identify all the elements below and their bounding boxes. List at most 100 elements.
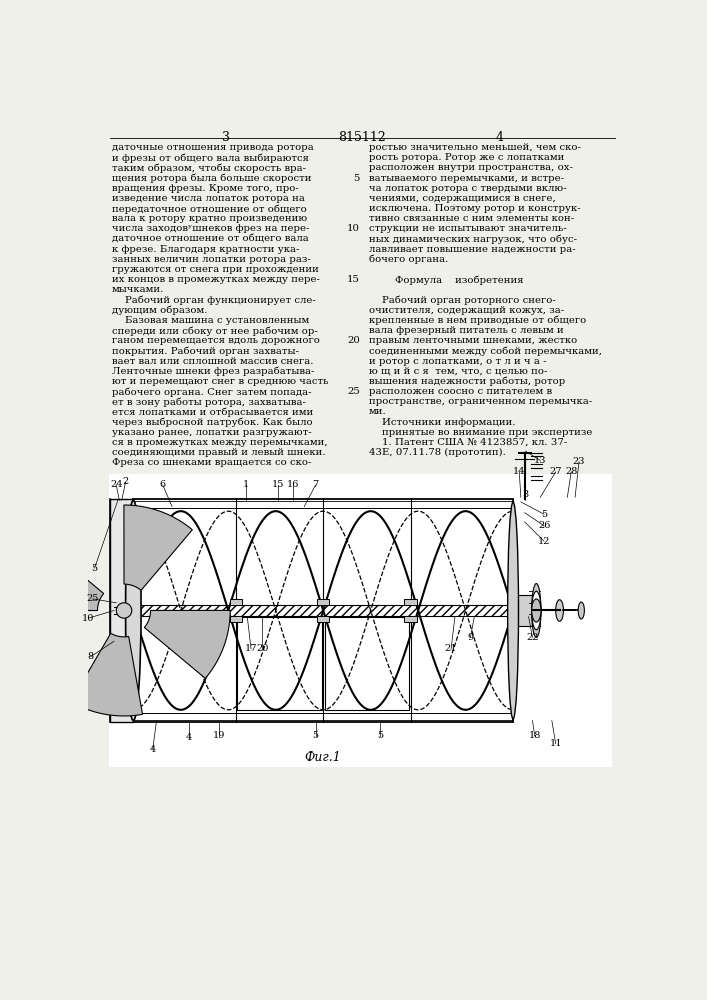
Text: гружаются от снега при прохождении: гружаются от снега при прохождении xyxy=(112,265,318,274)
Text: покрытия. Рабочий орган захваты-: покрытия. Рабочий орган захваты- xyxy=(112,346,298,356)
Text: 18: 18 xyxy=(529,732,541,740)
Polygon shape xyxy=(144,610,230,678)
Text: 6: 6 xyxy=(160,480,166,489)
Text: чениями, содержащимися в снеге,: чениями, содержащимися в снеге, xyxy=(369,194,556,203)
Text: 28: 28 xyxy=(565,467,578,476)
Text: бочего органа.: бочего органа. xyxy=(369,255,448,264)
Text: 43Е, 07.11.78 (прототип).: 43Е, 07.11.78 (прототип). xyxy=(369,448,506,457)
Text: 13: 13 xyxy=(534,456,547,465)
Text: 5: 5 xyxy=(91,564,98,573)
Ellipse shape xyxy=(578,602,585,619)
Text: 12: 12 xyxy=(538,537,550,546)
Text: 20: 20 xyxy=(256,644,269,653)
Text: Базовая машина с установленным: Базовая машина с установленным xyxy=(112,316,309,325)
Text: 25: 25 xyxy=(347,387,360,396)
Text: вала к ротору кратно произведению: вала к ротору кратно произведению xyxy=(112,214,307,223)
Text: пространстве, ограниченном перемычка-: пространстве, ограниченном перемычка- xyxy=(369,397,592,406)
Bar xyxy=(134,499,513,722)
Bar xyxy=(230,616,242,622)
Text: 5: 5 xyxy=(312,732,319,740)
Text: занных величин лопатки ротора раз-: занных величин лопатки ротора раз- xyxy=(112,255,310,264)
Text: 5: 5 xyxy=(541,510,547,519)
Text: ю щ и й с я  тем, что, с целью по-: ю щ и й с я тем, что, с целью по- xyxy=(369,367,547,376)
Text: лавливает повышение надежности ра-: лавливает повышение надежности ра- xyxy=(369,245,575,254)
Text: 17: 17 xyxy=(245,644,257,653)
Text: 5: 5 xyxy=(354,174,360,183)
Text: вращения фрезы. Кроме того, про-: вращения фрезы. Кроме того, про- xyxy=(112,184,298,193)
Text: 16: 16 xyxy=(286,480,299,489)
Text: вышения надежности работы, ротор: вышения надежности работы, ротор xyxy=(369,377,565,386)
Text: мычками.: мычками. xyxy=(112,285,164,294)
Text: 24: 24 xyxy=(110,480,122,489)
Text: 4: 4 xyxy=(495,131,503,144)
Text: ся в промежутках между перемычками,: ся в промежутках между перемычками, xyxy=(112,438,327,447)
Text: Фреза со шнеками вращается со ско-: Фреза со шнеками вращается со ско- xyxy=(112,458,311,467)
Text: 26: 26 xyxy=(538,521,550,530)
Text: щения ротора была больше скорости: щения ротора была больше скорости xyxy=(112,174,311,183)
Text: ми.: ми. xyxy=(369,407,387,416)
Text: к фрезе. Благодаря кратности ука-: к фрезе. Благодаря кратности ука- xyxy=(112,245,299,254)
Text: 21: 21 xyxy=(445,644,457,653)
Text: 3: 3 xyxy=(221,131,230,144)
Bar xyxy=(317,616,329,622)
Bar xyxy=(134,605,513,616)
Bar xyxy=(238,617,322,710)
Text: 22: 22 xyxy=(526,633,539,642)
Text: даточные отношения привода ротора: даточные отношения привода ротора xyxy=(112,143,313,152)
Text: 20: 20 xyxy=(347,336,360,345)
Text: Рабочий орган роторного снего-: Рабочий орган роторного снего- xyxy=(369,296,556,305)
Text: ет в зону работы ротора, захватыва-: ет в зону работы ротора, захватыва- xyxy=(112,397,305,407)
Text: очистителя, содержащий кожух, за-: очистителя, содержащий кожух, за- xyxy=(369,306,564,315)
Polygon shape xyxy=(124,505,192,590)
Text: указано ранее, лопатки разгружают-: указано ранее, лопатки разгружают- xyxy=(112,428,311,437)
Text: Фиг.1: Фиг.1 xyxy=(305,751,341,764)
Bar xyxy=(230,599,242,605)
Text: 4: 4 xyxy=(150,745,156,754)
Text: 23: 23 xyxy=(573,457,585,466)
Text: правым ленточными шнеками, жестко: правым ленточными шнеками, жестко xyxy=(369,336,577,345)
Text: 11: 11 xyxy=(549,739,562,748)
Ellipse shape xyxy=(126,500,141,721)
Text: ватываемого перемычками, и встре-: ватываемого перемычками, и встре- xyxy=(369,174,564,183)
Text: крепленные в нем приводные от общего: крепленные в нем приводные от общего xyxy=(369,316,586,325)
Text: 9: 9 xyxy=(467,633,474,642)
Text: дующим образом.: дующим образом. xyxy=(112,306,207,315)
Bar xyxy=(317,599,329,605)
Text: принятые во внимание при экспертизе: принятые во внимание при экспертизе xyxy=(369,428,592,437)
Text: Источники информации.: Источники информации. xyxy=(369,418,515,427)
Text: ганом перемещается вдоль дорожного: ганом перемещается вдоль дорожного xyxy=(112,336,320,345)
Text: соединенными между собой перемычками,: соединенными между собой перемычками, xyxy=(369,346,602,356)
Text: Формула    изобретения: Формула изобретения xyxy=(369,275,523,285)
Text: и ротор с лопатками, о т л и ч а -: и ротор с лопатками, о т л и ч а - xyxy=(369,357,547,366)
Text: соединяющими правый и левый шнеки.: соединяющими правый и левый шнеки. xyxy=(112,448,325,457)
Text: вала фрезерный питатель с левым и: вала фрезерный питатель с левым и xyxy=(369,326,563,335)
Text: тивно связанные с ним элементы кон-: тивно связанные с ним элементы кон- xyxy=(369,214,574,223)
Polygon shape xyxy=(71,633,143,716)
Text: Ленточные шнеки фрез разрабатыва-: Ленточные шнеки фрез разрабатыва- xyxy=(112,367,314,376)
Text: 5: 5 xyxy=(377,732,383,740)
Text: ют и перемещают снег в среднюю часть: ют и перемещают снег в среднюю часть xyxy=(112,377,328,386)
Text: через выбросной патрубок. Как было: через выбросной патрубок. Как было xyxy=(112,418,312,427)
Text: 10: 10 xyxy=(82,614,95,623)
Text: 14: 14 xyxy=(513,467,525,476)
Text: расположен соосно с питателем в: расположен соосно с питателем в xyxy=(369,387,552,396)
Ellipse shape xyxy=(532,599,541,622)
Text: вает вал или сплошной массив снега.: вает вал или сплошной массив снега. xyxy=(112,357,313,366)
Text: 15: 15 xyxy=(346,275,360,284)
Text: 4: 4 xyxy=(186,733,192,742)
Text: ных динамических нагрузок, что обус-: ных динамических нагрузок, что обус- xyxy=(369,235,577,244)
Text: 1: 1 xyxy=(243,480,249,489)
Text: 27: 27 xyxy=(549,467,562,476)
Text: 8: 8 xyxy=(88,652,94,661)
Bar xyxy=(325,617,409,710)
Text: Рабочий орган функционирует сле-: Рабочий орган функционирует сле- xyxy=(112,296,315,305)
Text: числа заходовʸшнеков фрез на пере-: числа заходовʸшнеков фрез на пере- xyxy=(112,224,309,233)
Text: их концов в промежутках между пере-: их концов в промежутках между пере- xyxy=(112,275,320,284)
Text: 2: 2 xyxy=(122,477,129,486)
Text: 19: 19 xyxy=(212,732,225,740)
Text: ростью значительно меньшей, чем ско-: ростью значительно меньшей, чем ско- xyxy=(369,143,580,152)
Text: даточное отношение от общего вала: даточное отношение от общего вала xyxy=(112,235,308,244)
Text: передаточное отношение от общего: передаточное отношение от общего xyxy=(112,204,306,214)
Ellipse shape xyxy=(116,603,132,618)
Text: изведение числа лопаток ротора на: изведение числа лопаток ротора на xyxy=(112,194,305,203)
